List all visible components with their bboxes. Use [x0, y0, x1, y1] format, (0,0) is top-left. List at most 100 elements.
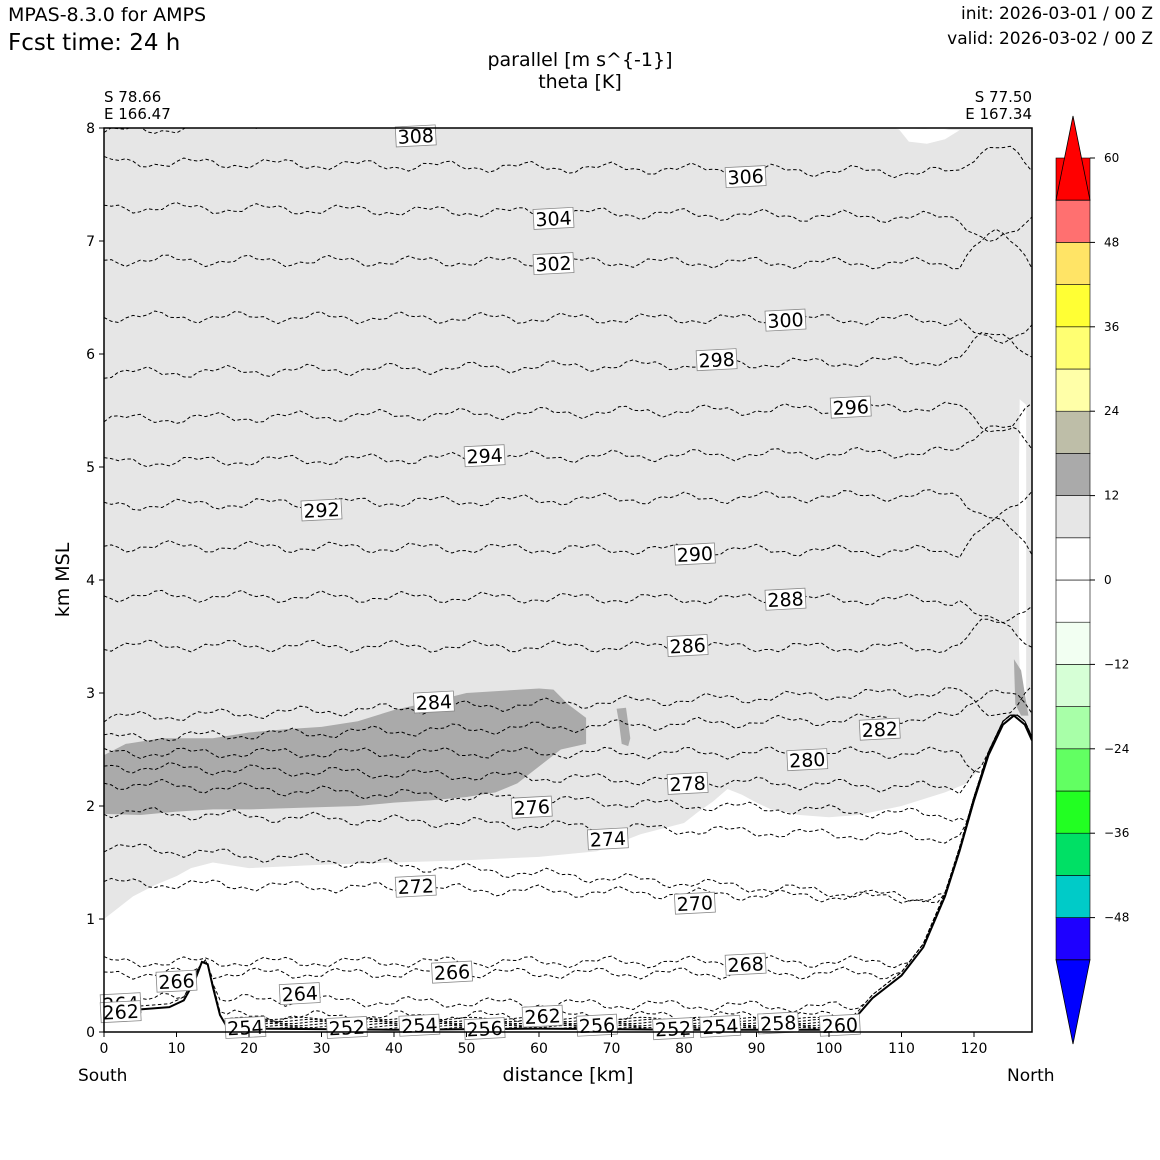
- left-lat: S 78.66: [104, 88, 162, 106]
- shading-white-notch-right: [1019, 399, 1027, 710]
- valid-time: valid: 2026-03-02 / 00 Z: [947, 29, 1153, 49]
- contour-label-268-box: [724, 952, 767, 976]
- contour-label-266: 266: [433, 961, 470, 985]
- contour-label-extra-2: 262: [102, 1001, 139, 1025]
- contour-label-extra-5: 254: [401, 1014, 438, 1038]
- y-tick-label-7: 7: [86, 234, 95, 250]
- contour-label-272-box: [394, 874, 437, 898]
- theta-contour-300: [104, 310, 1032, 344]
- right-endpoint-coords: S 77.50 E 167.34: [932, 89, 1032, 123]
- contour-label-292: 292: [303, 499, 340, 523]
- theta-contour-270: [104, 714, 1032, 904]
- left-lon: E 166.47: [104, 105, 171, 123]
- init-time: init: 2026-03-01 / 00 Z: [960, 4, 1153, 24]
- colorbar-band-10: [1055, 537, 1091, 581]
- right-lat: S 77.50: [974, 88, 1032, 106]
- theta-contour-296: [104, 401, 1032, 433]
- theta-contour-286: [104, 618, 1032, 654]
- forecast-time: Fcst time: 24 h: [8, 30, 181, 56]
- contour-label-288-box: [764, 587, 807, 611]
- x-tick-label-110: 110: [888, 1041, 915, 1057]
- y-tick-label-8: 8: [86, 121, 95, 137]
- theta-contour-290: [104, 517, 1032, 559]
- theta-contour-274: [104, 714, 1032, 844]
- x-tick-label-20: 20: [240, 1041, 258, 1057]
- wind-shading: [104, 128, 1032, 919]
- contour-label-308-box: [394, 124, 437, 148]
- contour-label-298: 298: [698, 349, 735, 373]
- left-endpoint-coords: S 78.66 E 166.47: [104, 89, 171, 123]
- theta-contour-302: [104, 228, 1032, 270]
- theta-contour-304: [104, 201, 1032, 243]
- colorbar-tick-label-7: −24: [1104, 742, 1129, 756]
- y-tick-label-2: 2: [86, 799, 95, 815]
- contour-label-extra-3-box: [224, 1016, 267, 1039]
- theta-contour-278: [104, 714, 1032, 795]
- colorbar-tick-label-5: 0: [1104, 573, 1112, 587]
- colorbar-band-17: [1055, 242, 1091, 285]
- colorbar-band-7: [1055, 664, 1091, 707]
- contour-label-extra-6: 256: [466, 1018, 503, 1042]
- colorbar-band-18: [1055, 199, 1091, 243]
- y-tick-label-0: 0: [86, 1025, 95, 1041]
- theta-contour-268: [104, 714, 1032, 969]
- colorbar-band-8: [1055, 621, 1091, 665]
- contour-label-306-box: [724, 165, 767, 189]
- colorbar-band-4: [1055, 790, 1091, 834]
- contour-label-280-box: [786, 748, 829, 772]
- colorbar-band-9: [1055, 579, 1091, 623]
- contour-label-284: 284: [415, 691, 452, 715]
- y-tick-label-5: 5: [86, 460, 95, 476]
- colorbar-band-6: [1055, 706, 1091, 750]
- contour-label-extra-10-box: [757, 1011, 800, 1035]
- contour-label-300-box: [764, 308, 807, 332]
- axes: 0 10 20 30 40 50 60 70 80 90 100 110 120 0 1 2 3 4 5 6 7 8: [86, 121, 1033, 1057]
- contour-label-288: 288: [767, 588, 804, 612]
- colorbar-band-5: [1055, 748, 1091, 792]
- colorbar-band-1: [1055, 917, 1091, 961]
- y-axis-label: km MSL: [52, 542, 74, 618]
- x-tick-label-90: 90: [748, 1041, 766, 1057]
- theta-contour-276: [104, 714, 1032, 823]
- contour-label-extra-8: 252: [654, 1018, 691, 1042]
- x-tick-label-40: 40: [385, 1041, 403, 1057]
- colorbar-extend-high: [1055, 115, 1091, 201]
- south-end-label: South: [78, 1066, 128, 1086]
- contour-label-276-box: [510, 795, 553, 819]
- contour-label-298-box: [695, 348, 738, 372]
- contour-label-extra-6-box: [463, 1017, 506, 1041]
- contour-label-276: 276: [513, 796, 550, 820]
- shading-dark-patch: [616, 707, 631, 747]
- right-lon: E 167.34: [965, 105, 1032, 123]
- terrain-fill: [104, 715, 1032, 1032]
- colorbar-tick-label-8: −36: [1104, 826, 1129, 840]
- colorbar-tick-label-0: 60: [1104, 151, 1119, 165]
- contour-labels: 308 306 304 302 300 298 296 294 292 290 288 286 284 2…: [99, 124, 901, 1042]
- contour-label-extra-5-box: [398, 1013, 441, 1037]
- contour-label-304-box: [532, 206, 575, 230]
- contour-label-278-box: [666, 771, 709, 795]
- colorbar-tick-label-6: −12: [1104, 657, 1129, 671]
- contour-label-296: 296: [832, 396, 869, 420]
- contour-label-extra-4: 252: [328, 1017, 365, 1041]
- theta-contour-280: [104, 714, 1032, 774]
- x-tick-label-80: 80: [675, 1041, 693, 1057]
- x-tick-label-0: 0: [100, 1041, 109, 1057]
- contour-label-294: 294: [466, 445, 503, 469]
- north-end-label: North: [1007, 1066, 1055, 1086]
- contour-label-extra-9: 254: [702, 1015, 739, 1039]
- y-tick-label-4: 4: [86, 573, 95, 589]
- contour-label-300: 300: [767, 309, 804, 333]
- contour-label-290: 290: [676, 543, 713, 567]
- chart-title-line2: theta [K]: [538, 71, 622, 93]
- contour-label-292-box: [300, 498, 343, 522]
- contour-label-282-box: [858, 717, 901, 741]
- contour-label-286: 286: [669, 635, 706, 659]
- contour-label-extra-11: 260: [821, 1014, 858, 1038]
- theta-contour-272: [104, 714, 1032, 904]
- colorbar-band-11: [1055, 495, 1091, 539]
- contour-label-272: 272: [397, 875, 434, 899]
- shading-dark-band: [104, 688, 587, 815]
- theta-contour-264: [104, 714, 1032, 1014]
